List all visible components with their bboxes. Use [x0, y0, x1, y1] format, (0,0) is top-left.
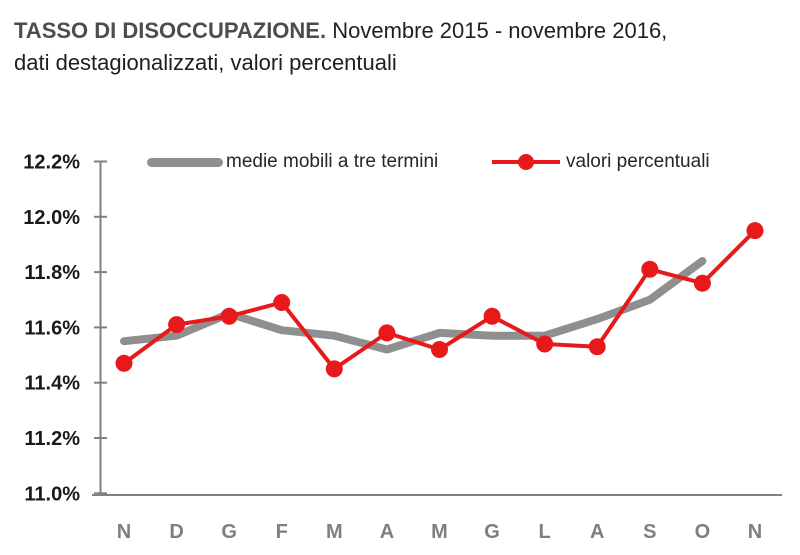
x-tick-label: A	[380, 521, 394, 543]
data-point	[378, 324, 396, 342]
x-tick-label: M	[431, 521, 448, 543]
y-tick-label: 11.0%	[24, 483, 80, 505]
moving-average-line-swatch	[147, 157, 223, 167]
legend-item-values: valori percentuali	[492, 149, 710, 175]
data-point	[588, 338, 606, 356]
legend-label-moving-average: medie mobili a tre termini	[226, 151, 439, 172]
y-tick-label: 11.6%	[24, 317, 80, 339]
x-tick-label: O	[695, 521, 711, 543]
y-tick-label: 11.8%	[24, 262, 80, 284]
x-tick-label: A	[590, 521, 604, 543]
x-tick-label: G	[484, 521, 500, 543]
x-tick-label: L	[539, 521, 551, 543]
data-point	[220, 307, 238, 325]
legend-item-moving-average: medie mobili a tre termini	[147, 149, 438, 175]
y-tick-label: 11.4%	[24, 373, 80, 395]
series-line-moving-average	[120, 257, 707, 354]
data-point	[273, 294, 291, 311]
y-tick-label: 11.2%	[24, 428, 80, 450]
data-point	[746, 222, 764, 240]
x-tick-label: G	[221, 521, 237, 543]
data-point	[483, 307, 501, 325]
y-tick-label: 12.2%	[23, 152, 80, 174]
data-point	[325, 360, 343, 378]
data-point	[115, 354, 133, 372]
x-tick-label: F	[276, 521, 288, 543]
title-line2: dati destagionalizzati, valori percentua…	[14, 50, 397, 75]
title-main: TASSO DI DISOCCUPAZIONE.	[14, 18, 327, 43]
x-tick-label: S	[643, 521, 656, 543]
x-tick-label: N	[117, 521, 131, 543]
legend-label-values: valori percentuali	[566, 151, 710, 172]
values-swatch-dot	[518, 154, 534, 170]
values-line-swatch	[492, 153, 560, 171]
x-tick-label: M	[326, 521, 343, 543]
title-line1: TASSO DI DISOCCUPAZIONE. Novembre 2015 -…	[14, 14, 794, 48]
title-period: Novembre 2015 - novembre 2016,	[326, 18, 668, 43]
chart-title-block: TASSO DI DISOCCUPAZIONE. Novembre 2015 -…	[14, 14, 794, 78]
data-point	[536, 335, 554, 353]
y-tick-label: 12.0%	[23, 207, 80, 229]
chart-legend: medie mobili a tre termini valori percen…	[0, 149, 800, 175]
data-point	[431, 341, 448, 358]
data-point	[168, 316, 186, 334]
data-point	[641, 260, 659, 278]
x-tick-label: D	[169, 521, 183, 543]
data-point	[693, 274, 711, 292]
x-tick-label: N	[748, 521, 762, 543]
